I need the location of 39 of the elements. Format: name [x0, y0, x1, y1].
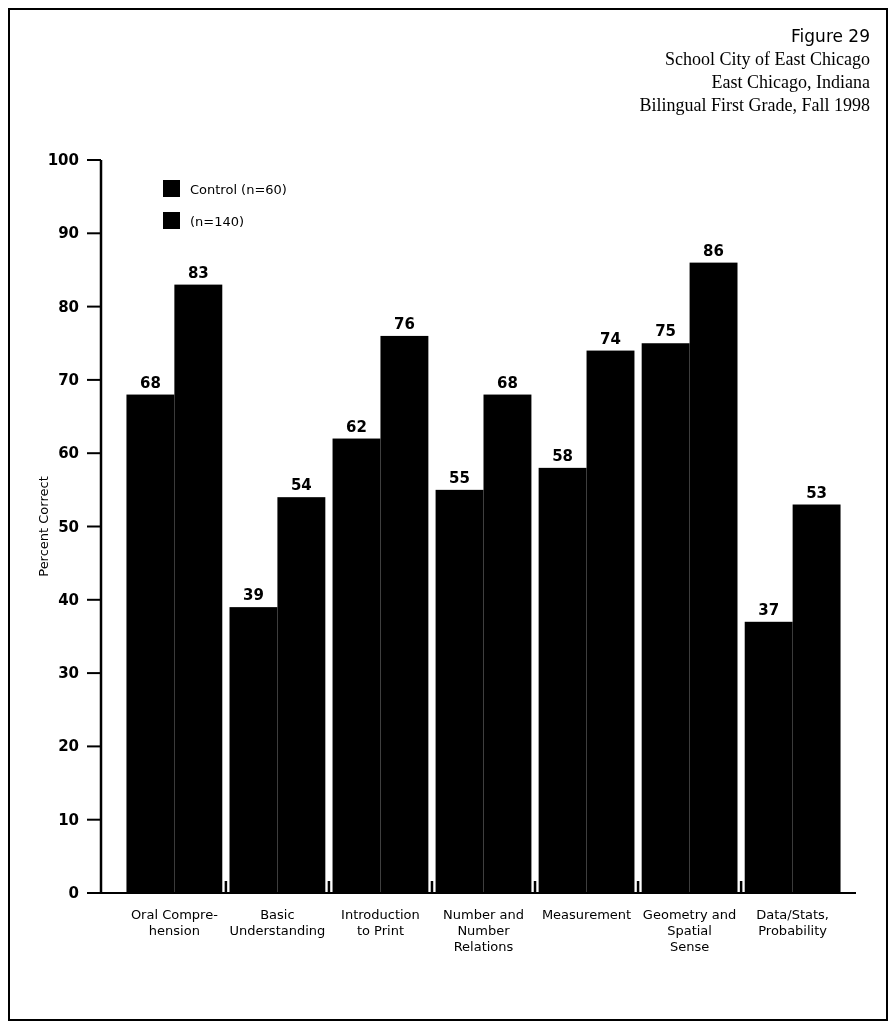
- data-label: 68: [497, 373, 518, 392]
- y-tick-label: 50: [58, 517, 79, 536]
- x-tick-label: Data/Stats, Probability: [756, 907, 829, 938]
- y-tick-label: 60: [58, 444, 79, 463]
- data-label: 58: [552, 446, 574, 465]
- data-label: 62: [346, 417, 367, 436]
- data-label: 68: [139, 373, 161, 392]
- y-axis-title: Percent Correct: [36, 476, 51, 577]
- text: East Chicago, Indiana: [711, 72, 871, 92]
- y-tick-label: 100: [47, 151, 79, 169]
- data-label: 53: [806, 483, 828, 502]
- data-label: 83: [187, 263, 209, 282]
- data-label: 55: [449, 468, 470, 487]
- y-tick-label: 90: [58, 224, 79, 243]
- y-tick-label: 80: [58, 297, 79, 316]
- y-tick-label: 20: [58, 737, 79, 756]
- data-label: 76: [393, 314, 415, 333]
- legend-label: Control (n=60): [190, 182, 287, 197]
- y-tick-label: 70: [58, 370, 79, 389]
- chart-subtitle: School City of East Chicago: [665, 49, 870, 69]
- x-tick-label: Introduction to Print: [341, 907, 420, 938]
- y-tick-label: 40: [58, 590, 79, 609]
- x-tick-label: Oral Compre- hension: [130, 907, 219, 938]
- data-label: 74: [600, 329, 621, 348]
- y-tick-label: 30: [58, 664, 79, 683]
- data-label: 37: [758, 600, 780, 619]
- x-tick-label: Number and Number Relations: [443, 907, 524, 954]
- x-tick-label: Basic Understanding: [229, 907, 326, 938]
- chart-title: Figure 29: [791, 26, 870, 46]
- data-label: 75: [655, 322, 677, 341]
- legend-label: (n=140): [190, 214, 245, 229]
- y-tick-label: 0: [68, 884, 79, 902]
- text: Bilingual First Grade, Fall 1998: [639, 95, 870, 115]
- data-label: 54: [290, 476, 312, 495]
- x-tick-label: Measurement: [541, 907, 632, 922]
- data-label: 39: [243, 586, 264, 605]
- data-label: 86: [703, 241, 724, 260]
- x-tick-label: Geometry and Spatial Sense: [642, 907, 737, 954]
- y-tick-label: 10: [58, 810, 79, 829]
